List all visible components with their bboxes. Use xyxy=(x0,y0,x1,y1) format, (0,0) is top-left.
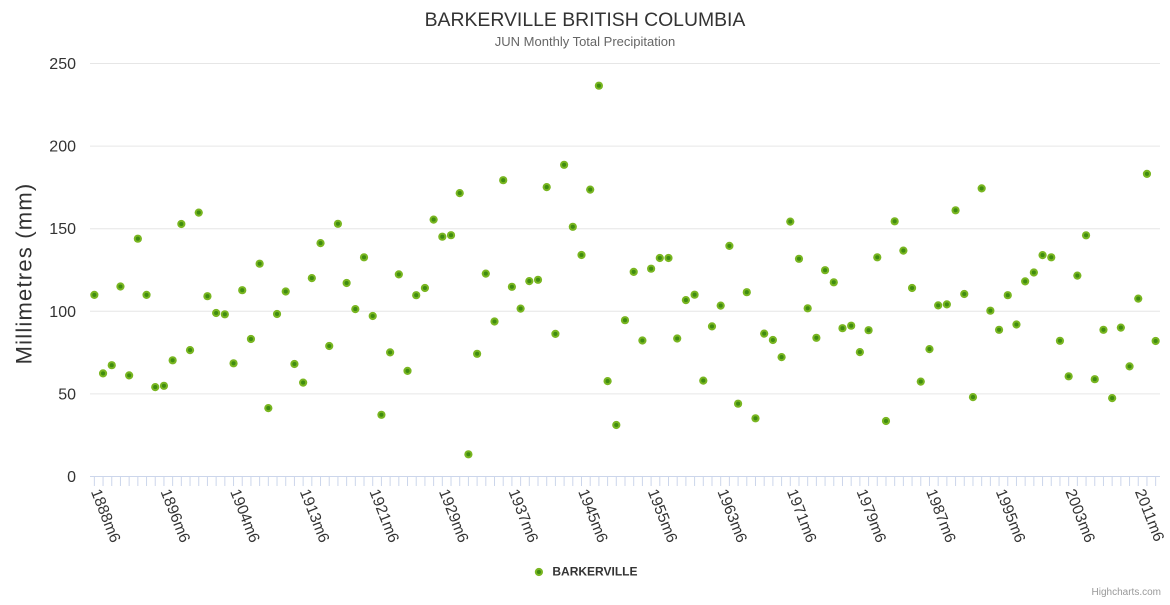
svg-text:250: 250 xyxy=(49,56,76,73)
svg-text:JUN Monthly Total Precipitatio: JUN Monthly Total Precipitation xyxy=(495,34,675,49)
svg-text:BARKERVILLE: BARKERVILLE xyxy=(552,565,637,579)
svg-text:0: 0 xyxy=(67,469,76,486)
svg-text:150: 150 xyxy=(49,221,76,238)
svg-text:BARKERVILLE BRITISH COLUMBIA: BARKERVILLE BRITISH COLUMBIA xyxy=(425,9,746,31)
svg-text:Millimetres (mm): Millimetres (mm) xyxy=(12,183,37,365)
svg-text:50: 50 xyxy=(58,386,76,403)
svg-text:100: 100 xyxy=(49,304,76,321)
svg-text:200: 200 xyxy=(49,139,76,156)
svg-text:Highcharts.com: Highcharts.com xyxy=(1092,587,1161,598)
